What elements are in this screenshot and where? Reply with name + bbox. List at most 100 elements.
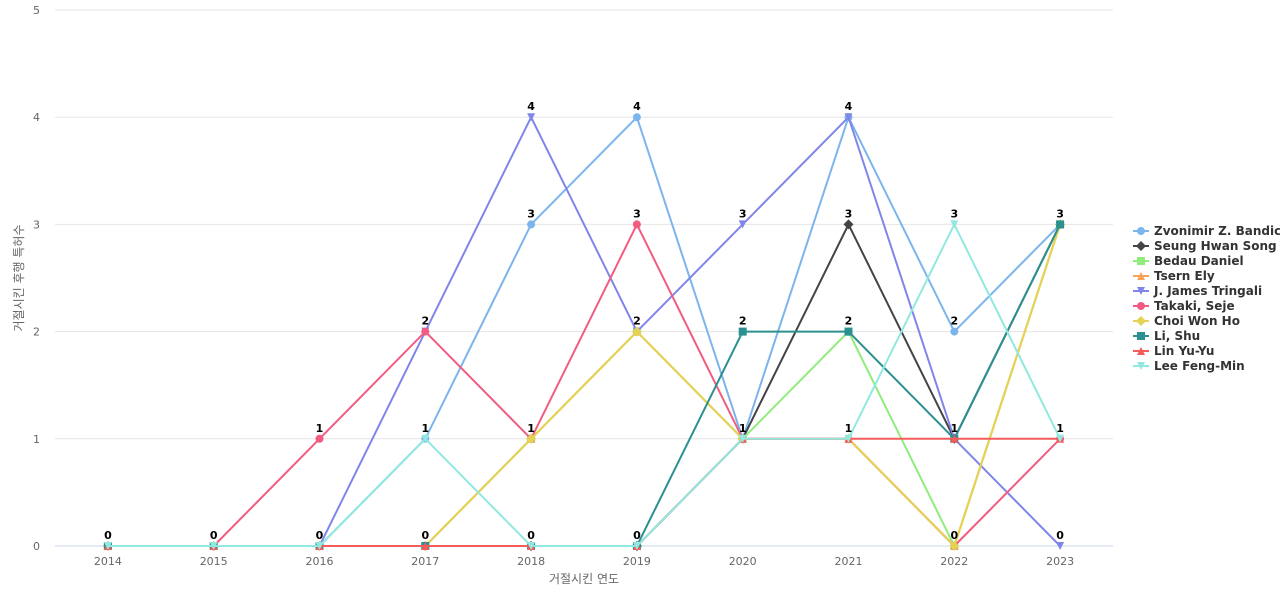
y-tick-label: 4	[33, 111, 40, 124]
data-point	[631, 326, 642, 337]
data-point	[738, 220, 747, 229]
legend-item[interactable]: Takaki, Seje	[1133, 299, 1235, 313]
data-point	[1056, 542, 1065, 550]
x-tick-label: 2018	[517, 555, 545, 568]
data-point	[950, 327, 959, 336]
x-tick-label: 2014	[94, 555, 122, 568]
data-label: 0	[527, 529, 535, 542]
data-point	[1137, 332, 1145, 340]
legend-item[interactable]: Seung Hwan Song	[1133, 239, 1277, 253]
data-point	[1056, 220, 1065, 229]
data-label: 0	[950, 529, 958, 542]
data-point	[949, 541, 960, 551]
y-tick-label: 1	[33, 433, 40, 446]
data-point	[1137, 347, 1145, 355]
legend-item[interactable]: Lin Yu-Yu	[1133, 344, 1214, 358]
data-label: 0	[1056, 529, 1064, 542]
legend-item[interactable]: Zvonimir Z. Bandic	[1133, 224, 1280, 238]
data-point	[1137, 227, 1145, 235]
data-point	[1136, 316, 1146, 326]
data-labels: 0 0 0 1 3 4 3 4 3 3 1 2 0 4 1 0 3 2 0 2 1 3 2 1 2 1 0 1 0	[104, 100, 1064, 542]
series-line	[107, 224, 1062, 547]
y-axis-title: 거절시킨 후행 특허수	[11, 225, 26, 332]
data-point	[738, 327, 747, 336]
data-point	[527, 220, 536, 229]
x-axis-ticks: 2014 2015 2016 2017 2018 2019 2020 2021 2022 2023	[94, 555, 1074, 568]
series-lee-feng-min[interactable]	[103, 220, 1065, 550]
legend-item[interactable]: Lee Feng-Min	[1133, 359, 1245, 373]
data-point	[843, 219, 854, 230]
x-tick-label: 2019	[623, 555, 651, 568]
data-label: 1	[421, 422, 429, 435]
data-point	[950, 434, 959, 443]
data-point	[738, 434, 747, 443]
data-label: 3	[950, 207, 958, 220]
series-line	[107, 437, 1061, 547]
legend-label: Takaki, Seje	[1154, 299, 1235, 313]
data-point	[632, 113, 641, 122]
data-point	[421, 542, 430, 550]
data-label: 1	[845, 422, 853, 435]
x-axis-title: 거절시킨 연도	[549, 572, 619, 586]
series-line	[107, 223, 1061, 547]
data-label: 0	[633, 529, 641, 542]
data-point	[315, 434, 324, 443]
legend-item[interactable]: Choi Won Ho	[1133, 314, 1240, 328]
data-label: 1	[950, 422, 958, 435]
data-label: 4	[845, 100, 853, 113]
y-tick-label: 5	[33, 4, 40, 17]
data-label: 3	[633, 207, 641, 220]
data-label: 1	[527, 422, 535, 435]
legend-item[interactable]: Li, Shu	[1133, 329, 1200, 343]
legend-label: Zvonimir Z. Bandic	[1154, 224, 1280, 238]
legend-label: Lee Feng-Min	[1154, 359, 1245, 373]
legend-label: Li, Shu	[1154, 329, 1200, 343]
data-label: 0	[316, 529, 324, 542]
x-tick-label: 2023	[1046, 555, 1074, 568]
data-label: 2	[950, 315, 958, 328]
series-lin-yu-yu[interactable]	[103, 434, 1065, 550]
data-label: 2	[421, 315, 429, 328]
data-point	[1137, 302, 1145, 310]
y-axis-ticks: 0 1 2 3 4 5	[33, 4, 40, 553]
data-point	[1056, 434, 1065, 443]
data-point	[1137, 272, 1145, 280]
data-point	[1136, 241, 1146, 251]
data-label: 3	[739, 207, 747, 220]
data-point	[844, 113, 853, 122]
x-tick-label: 2020	[729, 555, 757, 568]
data-point	[844, 434, 853, 443]
legend-item[interactable]: J. James Tringali	[1133, 284, 1262, 298]
data-label: 3	[1056, 207, 1064, 220]
data-point	[950, 220, 959, 229]
data-point	[315, 542, 324, 550]
data-point	[1137, 287, 1145, 295]
data-point	[632, 542, 641, 550]
legend-label: Seung Hwan Song	[1154, 239, 1277, 253]
y-tick-label: 2	[33, 326, 40, 339]
data-label: 4	[527, 100, 535, 113]
data-point	[1137, 362, 1145, 370]
y-tick-label: 0	[33, 540, 40, 553]
data-label: 0	[210, 529, 218, 542]
data-point	[421, 434, 430, 443]
data-label: 2	[633, 315, 641, 328]
legend-item[interactable]: Bedau Daniel	[1133, 254, 1244, 268]
data-point	[421, 327, 430, 336]
data-point	[527, 542, 536, 550]
x-tick-label: 2017	[411, 555, 439, 568]
data-point	[527, 113, 536, 122]
data-label: 1	[739, 422, 747, 435]
x-tick-label: 2016	[306, 555, 334, 568]
y-tick-label: 3	[33, 218, 40, 231]
legend-label: Lin Yu-Yu	[1154, 344, 1214, 358]
legend-item[interactable]: Tsern Ely	[1133, 269, 1215, 283]
series-choi-won-ho[interactable]	[102, 219, 1066, 551]
legend-label: J. James Tringali	[1153, 284, 1262, 298]
data-label: 1	[316, 422, 324, 435]
legend-label: Bedau Daniel	[1154, 254, 1244, 268]
x-tick-label: 2022	[940, 555, 968, 568]
series-lines	[102, 113, 1066, 551]
data-label: 0	[421, 529, 429, 542]
